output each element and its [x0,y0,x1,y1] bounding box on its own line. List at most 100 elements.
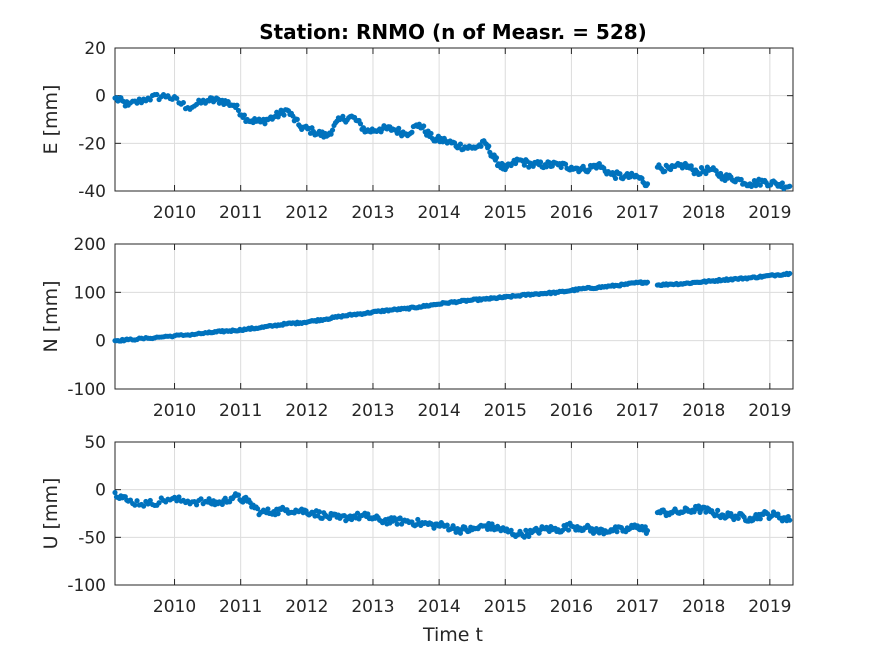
y-tick-label: -100 [67,380,106,400]
data-point-fill [193,502,200,508]
data-point-fill [235,107,242,114]
data-point-fill [698,165,705,171]
x-tick-label: 2011 [219,597,262,617]
figure-title: Station: RNMO (n of Measr. = 528) [259,20,647,44]
data-point-fill [735,515,741,521]
y-tick-label: 50 [84,433,106,453]
panels: 2010 2011 2012 2013 2014 2015 2016 2017 2018 2019… [40,39,794,617]
data-point-fill [679,509,685,516]
data-point-fill [240,499,246,505]
data-point-fill [779,180,785,186]
data-point-fill [281,112,287,118]
data-point-fill [593,165,599,171]
data-point-fill [457,141,464,147]
data-point-fill [526,533,532,539]
data-point-fill [642,524,648,530]
x-tick-label: 2015 [484,203,527,223]
data-point-fill [617,171,623,177]
y-tick-label: 0 [95,481,106,501]
data-point-fill [481,138,487,144]
y-tick-label: 200 [74,235,106,255]
data-point-fill [328,131,334,137]
data-point-fill [235,492,242,498]
data-point-fill [132,502,138,508]
data-point-fill [294,116,300,123]
data-point-fill [512,160,519,167]
data-point-fill [562,161,569,167]
data-point-fill [514,532,520,538]
x-tick-label: 2016 [550,597,593,617]
data-point-fill [428,520,434,527]
y-tick-label: -20 [78,134,106,154]
data-point-fill [309,509,315,515]
x-tick-label: 2012 [285,597,328,617]
data-point-fill [457,530,464,536]
data-point-fill [478,143,484,149]
data-point-fill [163,94,169,100]
x-tick-label: 2015 [484,597,527,617]
data-point-fill [565,527,572,533]
data-point-fill [254,506,261,512]
data-point-fill [396,125,402,131]
data-point-fill [580,163,586,169]
data-point-fill [147,97,153,103]
x-tick-label: 2018 [682,203,725,223]
data-point-fill [643,182,649,189]
x-tick-label: 2016 [550,401,593,421]
x-tick-label: 2019 [748,203,791,223]
data-point-fill [143,498,149,505]
data-point-fill [409,129,415,135]
data-point-fill [643,280,649,286]
data-point-fill [454,145,461,151]
data-point-fill [180,100,186,106]
data-point-fill [785,271,791,278]
x-tick-label: 2014 [417,401,460,421]
y-tick-label: 0 [95,332,106,352]
data-point-fill [444,522,450,528]
x-tick-label: 2011 [219,203,262,223]
data-point-fill [275,511,281,517]
panel-east: 2010 2011 2012 2013 2014 2015 2016 2017 2018 2019… [40,39,794,223]
data-point-fill [662,168,668,174]
axes-box-north [114,243,794,390]
data-point-fill [493,155,500,161]
data-point-fill [612,175,619,181]
data-point-fill [147,497,153,504]
data-point-fill [154,91,160,98]
y-tick-label: 20 [84,39,106,59]
data-point-fill [219,501,225,508]
data-point-fill [141,503,147,509]
y-tick-label: -100 [67,576,106,596]
data-point-fill [349,516,355,523]
data-point-fill [784,518,790,524]
data-point-fill [357,121,364,127]
y-axis-label-up: U [mm] [40,478,62,550]
axes-border-up [114,441,794,586]
data-point-fill [163,499,169,505]
data-point-fill [229,495,236,502]
data-point-fill [124,497,130,503]
y-tick-label: 0 [95,87,106,107]
x-tick-label: 2019 [748,401,791,421]
x-tick-label: 2013 [351,401,394,421]
data-point-fill [122,103,128,109]
data-point-fill [206,496,212,502]
data-point-fill [454,525,461,532]
data-point-fill [486,143,492,149]
x-tick-label: 2012 [285,203,328,223]
data-point-fill [222,495,228,501]
data-point-fill [693,167,699,173]
panel-north: 2010 2011 2012 2013 2014 2015 2016 2017 2018 2019… [40,235,794,421]
axes-border-east [114,47,794,192]
data-point [112,489,118,496]
data-point-fill [234,102,240,108]
data-point-fill [365,511,371,517]
data-point-fill [296,122,302,128]
data-point-fill [307,130,314,136]
data-point-fill [593,526,599,532]
y-tick-label: -50 [78,528,106,548]
data-point-fill [441,135,447,142]
data-point-fill [558,164,564,171]
data-point-fill [176,494,182,500]
x-axis-label: Time t [422,624,483,646]
